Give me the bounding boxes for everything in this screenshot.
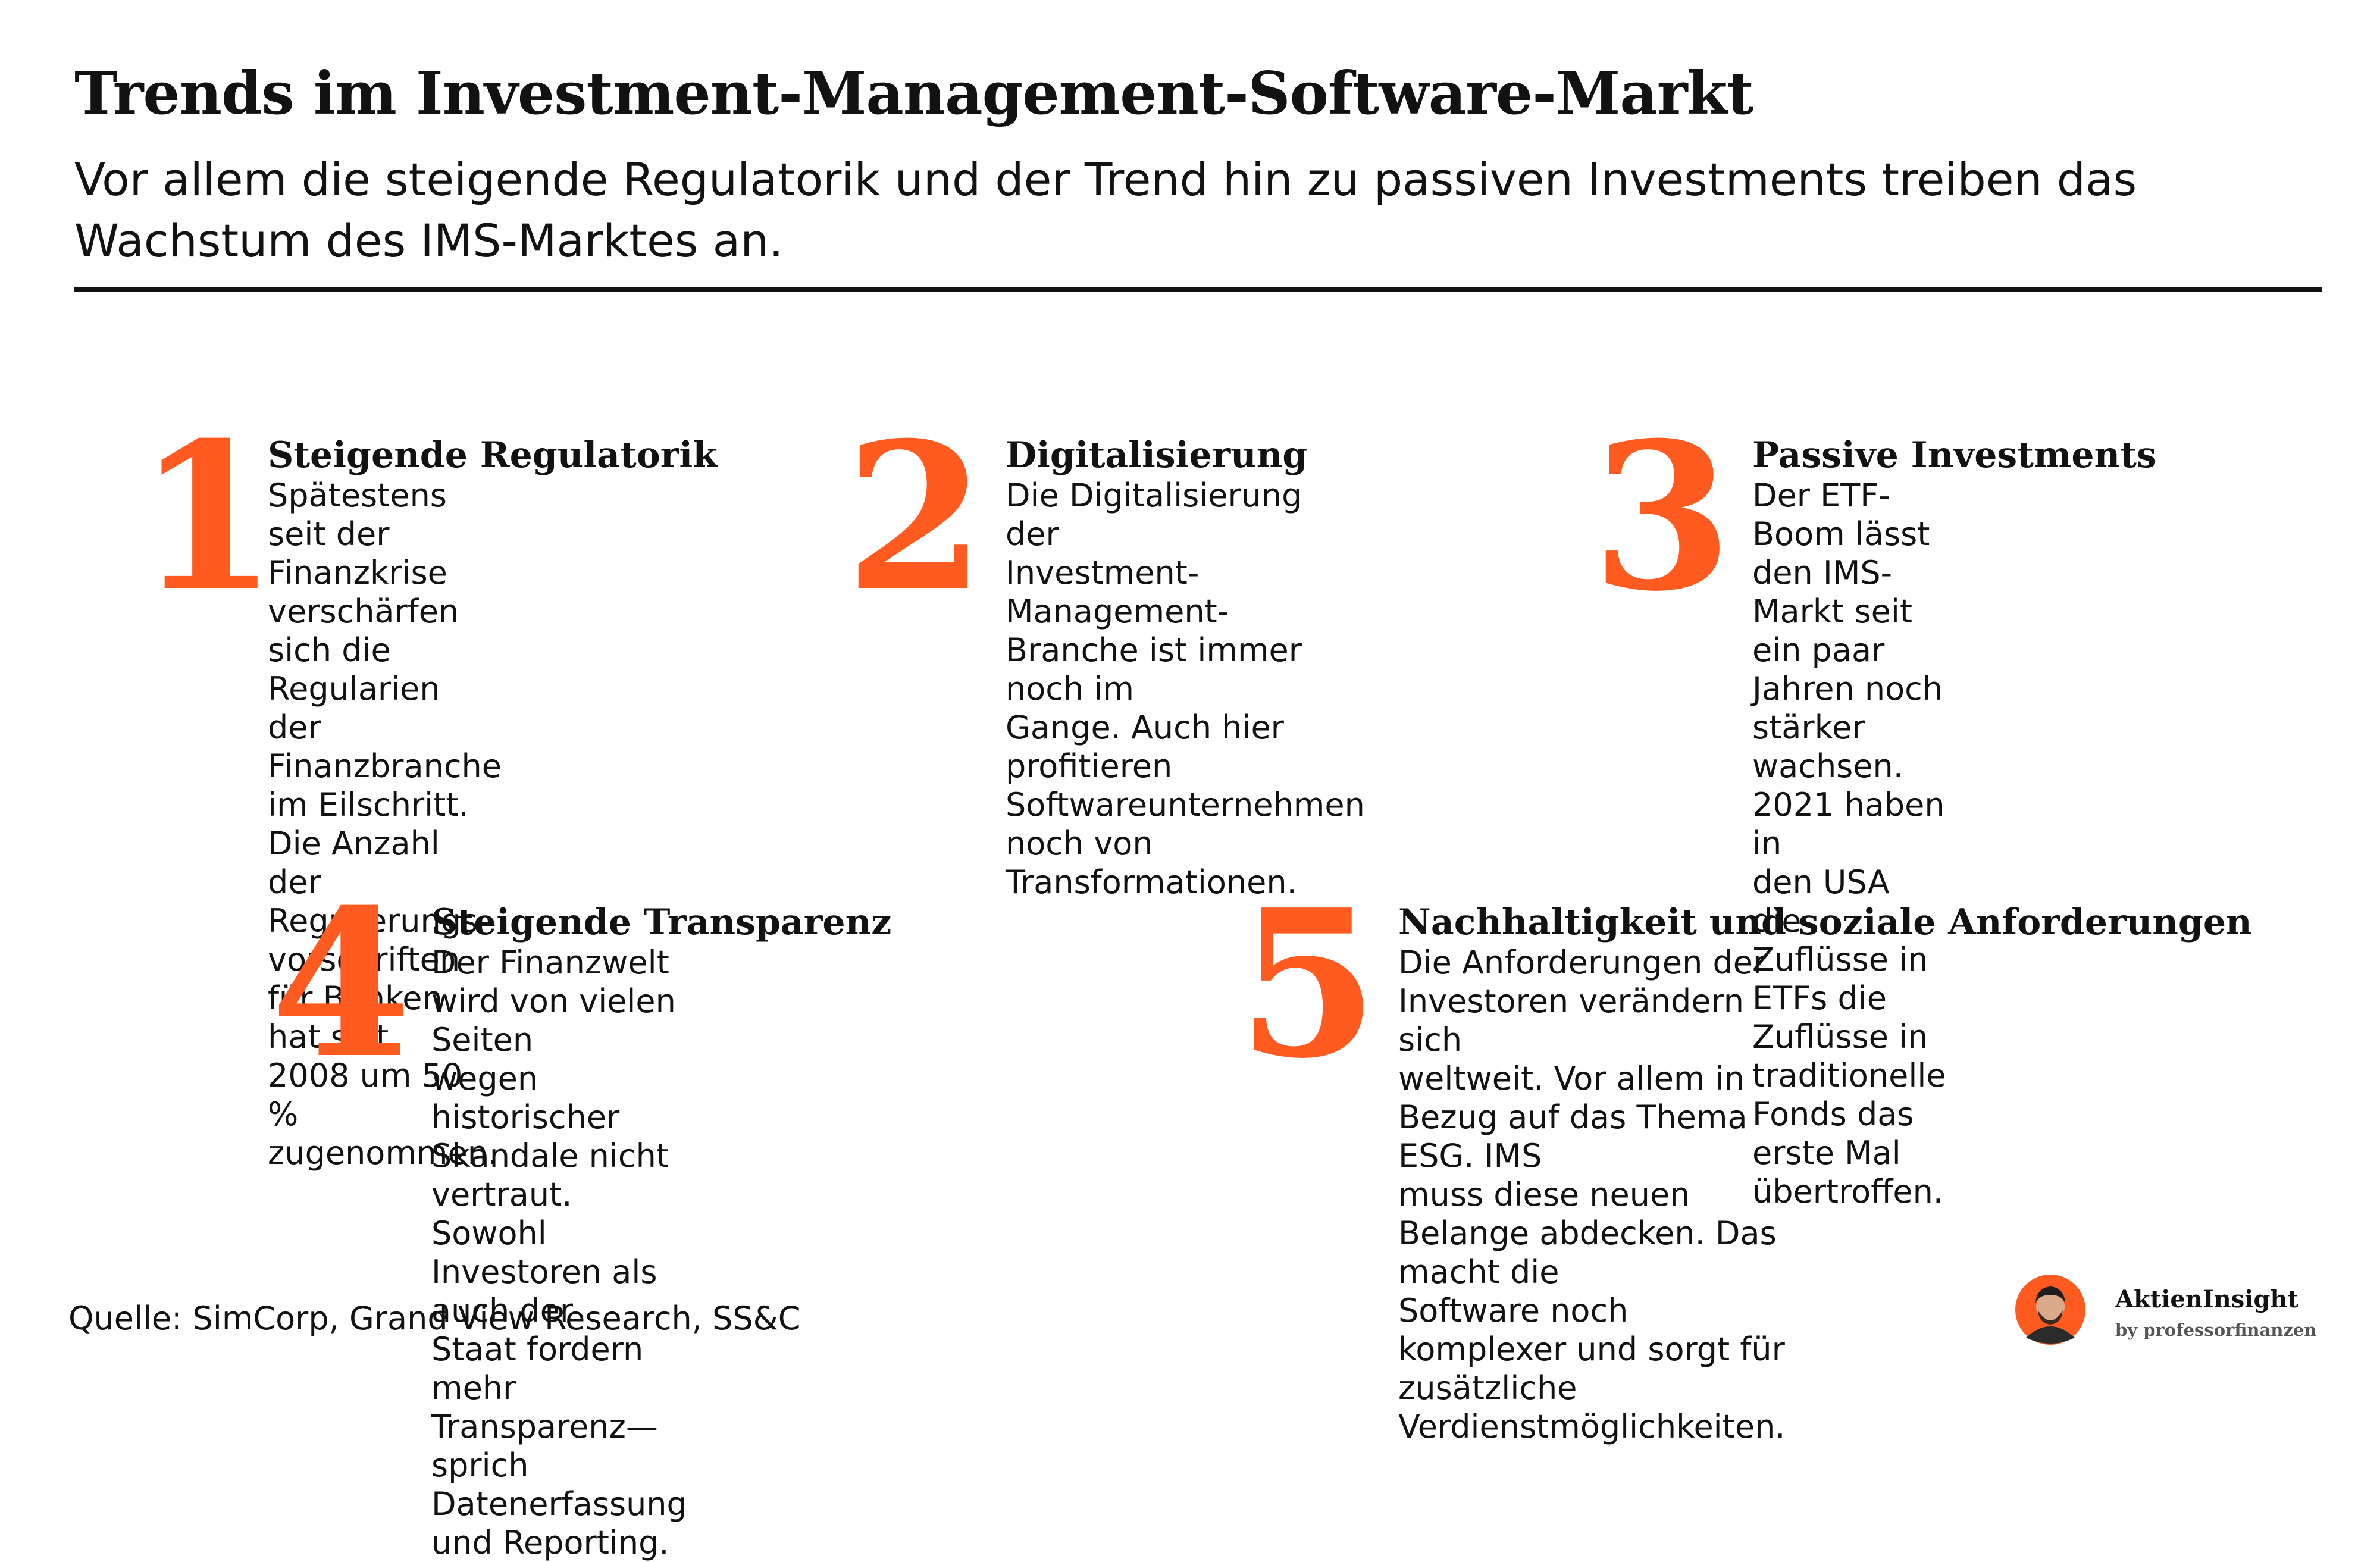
trend-line: Investment-Management- <box>1006 554 1229 630</box>
trend-number: 2 <box>845 399 986 636</box>
trend-line: wegen historischer Skandale nicht <box>431 1060 669 1175</box>
brand-byline: by professorfinanzen <box>2115 1320 2317 1340</box>
trend-line: erste Mal übertroffen. <box>1752 1134 1943 1210</box>
trend-line: verschärfen sich die Regularien <box>268 593 459 708</box>
trend-number: 5 <box>1238 866 1379 1103</box>
trend-title: Steigende Transparenz <box>431 901 892 943</box>
trend-line: Datenerfassung und Reporting. <box>431 1485 687 1561</box>
trend-line: den USA die Zuflüsse in ETFs die <box>1752 863 1928 1017</box>
trend-title: Nachhaltigkeit und soziale Anforderungen <box>1398 901 2252 943</box>
trend-description: Der ETF-Boom lässt den IMS- Markt seit e… <box>1752 476 1946 1211</box>
trend-line: Die Digitalisierung der <box>1006 477 1302 553</box>
trend-line: vorschriften für Banken hat seit <box>268 941 461 1056</box>
trend-number: 4 <box>271 866 412 1103</box>
trend-number: 3 <box>1592 399 1733 636</box>
trend-description: Die Digitalisierung der Investment-Manag… <box>1006 476 1365 901</box>
trend-line: vertraut. Sowohl Investoren als auch der <box>431 1176 657 1329</box>
page-title: Trends im Investment-Management-Software… <box>74 60 1754 128</box>
trend-description: Der Finanzwelt wird von vielen Seiten we… <box>431 943 687 1562</box>
trend-title: Steigende Regulatorik <box>268 434 718 476</box>
trend-line: Die Anforderungen der Investoren verände… <box>1398 944 1767 1059</box>
trend-line: Markt seit ein paar Jahren noch <box>1752 593 1943 708</box>
trend-line: Verdienstmöglichkeiten. <box>1398 1408 1786 1445</box>
trend-title: Digitalisierung <box>1006 434 1308 476</box>
trend-line: 2008 um 50 % zugenommen. <box>268 1057 499 1172</box>
trend-title: Passive Investments <box>1752 434 2157 476</box>
trend-description: Spätestens seit der Finanzkrise verschär… <box>268 476 502 1172</box>
trend-line: Softwareunternehmen noch von <box>1006 786 1365 862</box>
trend-line: Zuflüsse in traditionelle Fonds das <box>1752 1018 1946 1133</box>
trend-line: Spätestens seit der Finanzkrise <box>268 477 447 591</box>
trend-line: stärker wachsen. 2021 haben in <box>1752 709 1945 862</box>
trend-line: weltweit. Vor allem in Bezug auf das The… <box>1398 1060 1748 1175</box>
trend-description: Die Anforderungen der Investoren verände… <box>1398 943 1785 1446</box>
trend-line: der Finanzbranche im Eilschritt. <box>268 709 502 824</box>
header-divider <box>74 287 2322 292</box>
brand-name: AktienInsight <box>2115 1285 2298 1313</box>
trend-line: Der Finanzwelt wird von vielen Seiten <box>431 944 676 1059</box>
trend-line: Transformationen. <box>1006 863 1297 901</box>
trend-line: Staat fordern mehr Transparenz— sprich <box>431 1331 658 1484</box>
trend-number: 1 <box>137 399 278 636</box>
page-subtitle: Vor allem die steigende Regulatorik und … <box>74 153 2137 267</box>
source-note: Quelle: SimCorp, Grand View Research, SS… <box>68 1300 801 1337</box>
trend-line: Der ETF-Boom lässt den IMS- <box>1752 477 1930 591</box>
trend-line: Die Anzahl der Regulierungs- <box>268 825 490 940</box>
trend-line: Gange. Auch hier profitieren <box>1006 709 1284 785</box>
person-avatar-icon <box>2015 1275 2085 1345</box>
trend-line: Software noch komplexer und sorgt für zu… <box>1398 1292 1785 1407</box>
trend-line: muss diese neuen Belange abdecken. Das m… <box>1398 1176 1777 1291</box>
trend-line: Branche ist immer noch im <box>1006 631 1302 708</box>
